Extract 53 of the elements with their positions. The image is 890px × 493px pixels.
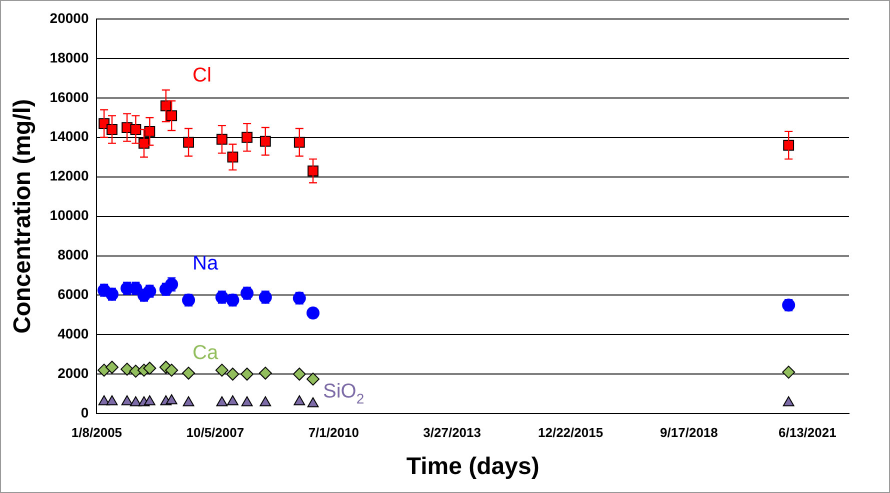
y-axis-title: Concentration (mg/l) [9, 98, 36, 334]
x-axis-title: Time (days) [406, 453, 540, 480]
point [258, 366, 272, 380]
point [106, 124, 118, 135]
point [106, 360, 119, 374]
x-tick-label: 7/1/2010 [308, 424, 359, 440]
series-label: Ca [192, 342, 219, 364]
point [183, 136, 194, 148]
point [292, 368, 306, 381]
y-tick-label: 2000 [58, 365, 89, 381]
point [215, 364, 228, 377]
y-tick-label: 0 [80, 404, 89, 420]
point [143, 362, 156, 375]
point [240, 368, 254, 381]
point [216, 396, 228, 406]
y-tick-label: 14000 [50, 128, 89, 144]
y-tick-label: 20000 [50, 10, 89, 26]
x-tick-label: 3/27/2013 [423, 424, 481, 440]
x-tick-label: 12/22/2015 [538, 424, 604, 440]
x-tick-label: 6/13/2021 [778, 424, 836, 440]
point [226, 368, 240, 381]
point [182, 396, 194, 406]
point [294, 136, 305, 148]
x-tick-label: 9/17/2018 [660, 424, 718, 440]
point [308, 165, 318, 176]
point [306, 372, 320, 386]
point [216, 134, 228, 145]
y-tick-label: 8000 [58, 246, 89, 263]
y-tick-label: 12000 [50, 168, 89, 184]
point [182, 366, 196, 380]
x-tick-label: 10/5/2007 [186, 424, 244, 440]
point [106, 395, 118, 406]
point [260, 136, 271, 147]
point [782, 366, 796, 379]
point [144, 395, 156, 406]
y-tick-label: 16000 [50, 88, 89, 105]
series-label: Cl [192, 64, 212, 87]
point [165, 364, 178, 377]
y-tick-label: 4000 [58, 326, 89, 342]
x-tick-label: 1/8/2005 [71, 424, 122, 440]
point [782, 396, 794, 406]
point [242, 132, 252, 143]
y-tick-label: 6000 [58, 286, 89, 302]
series-label: Na [192, 252, 219, 274]
y-tick-label: 18000 [50, 49, 89, 66]
point [121, 395, 133, 406]
point [166, 394, 178, 404]
point [307, 397, 319, 408]
y-tick-label: 10000 [50, 207, 89, 224]
point [260, 396, 272, 406]
point [294, 395, 306, 406]
point [227, 395, 238, 406]
point [241, 396, 253, 406]
